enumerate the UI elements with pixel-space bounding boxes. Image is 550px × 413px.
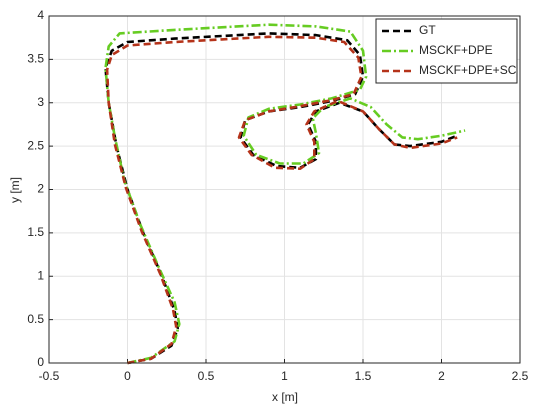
legend: GT MSCKF+DPE MSCKF+DPE+SC <box>375 18 518 84</box>
series-line <box>104 23 466 365</box>
x-tick-label: 1.5 <box>355 369 372 383</box>
y-tick-label: 0.5 <box>27 312 44 326</box>
legend-label: MSCKF+DPE <box>419 43 493 57</box>
y-tick-label: 3 <box>37 95 44 109</box>
y-tick-label: 1 <box>37 268 44 282</box>
x-tick-label: 1 <box>281 369 288 383</box>
y-tick-label: 3.5 <box>27 52 44 66</box>
plot-frame <box>48 15 521 364</box>
legend-label: GT <box>419 23 436 37</box>
y-tick-label: 2 <box>37 182 44 196</box>
x-tick-label: 0 <box>124 369 131 383</box>
x-tick-label: 0.5 <box>198 369 215 383</box>
legend-label: MSCKF+DPE+SC <box>419 63 517 77</box>
series-line <box>105 35 458 365</box>
y-tick-label: 0 <box>37 355 44 369</box>
x-tick-label: 2.5 <box>512 369 529 383</box>
x-axis-label: x [m] <box>272 390 298 404</box>
y-tick-label: 4 <box>37 8 44 22</box>
y-tick-label: 2.5 <box>27 138 44 152</box>
x-tick-label: 2 <box>438 369 445 383</box>
y-axis-label: y [m] <box>8 177 22 203</box>
y-tick-label: 1.5 <box>27 225 44 239</box>
x-tick-label: -0.5 <box>39 369 60 383</box>
